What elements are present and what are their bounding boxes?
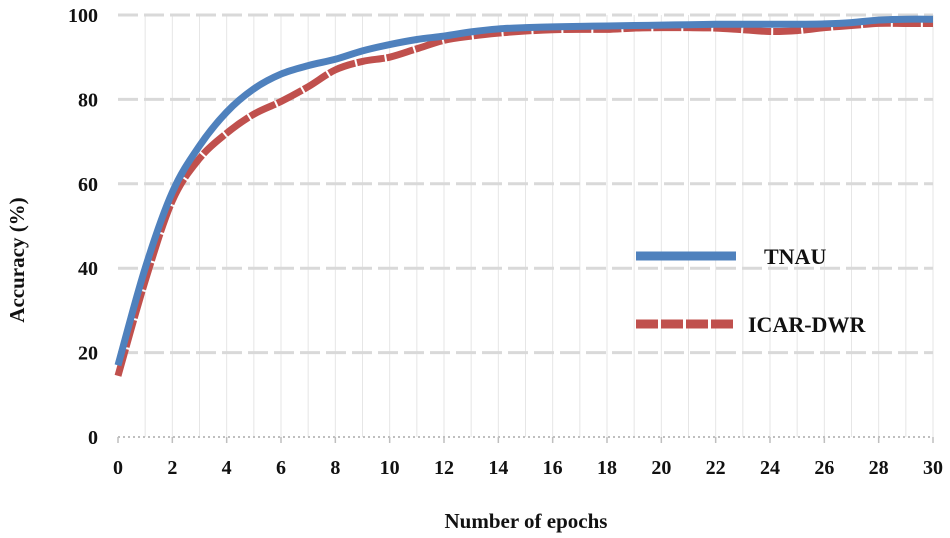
y-tick-label: 80 bbox=[78, 89, 98, 111]
grid bbox=[118, 13, 934, 438]
x-tick-label: 12 bbox=[434, 457, 454, 479]
x-tick-label: 30 bbox=[923, 457, 943, 479]
x-tick-label: 24 bbox=[760, 457, 780, 479]
x-tick-label: 26 bbox=[814, 457, 834, 479]
y-tick-label: 40 bbox=[78, 258, 98, 280]
x-tick-label: 10 bbox=[380, 457, 400, 479]
x-axis-title: Number of epochs bbox=[445, 509, 608, 533]
x-tick-label: 8 bbox=[330, 457, 340, 479]
series-line-tnau bbox=[114, 15, 934, 367]
x-tick-label: 28 bbox=[869, 457, 889, 479]
series-lines bbox=[114, 15, 934, 377]
x-tick-label: 14 bbox=[488, 457, 508, 479]
x-tick-label: 4 bbox=[222, 457, 232, 479]
x-tick-label: 2 bbox=[167, 457, 177, 479]
y-tick-label: 60 bbox=[78, 174, 98, 196]
x-tick-label: 0 bbox=[113, 457, 123, 479]
legend-label-icar-dwr: ICAR-DWR bbox=[748, 312, 866, 337]
legend: TNAU ICAR-DWR bbox=[636, 244, 866, 337]
y-tick-label: 20 bbox=[78, 343, 98, 365]
y-tick-label: 100 bbox=[68, 5, 98, 27]
legend-label-tnau: TNAU bbox=[764, 244, 826, 269]
x-tick-label: 20 bbox=[651, 457, 671, 479]
y-tick-label: 0 bbox=[88, 427, 98, 449]
x-tick-label: 18 bbox=[597, 457, 617, 479]
x-tick-label: 22 bbox=[706, 457, 726, 479]
x-tick-label: 6 bbox=[276, 457, 286, 479]
y-axis-title: Accuracy (%) bbox=[5, 197, 29, 322]
x-tick-label: 16 bbox=[543, 457, 563, 479]
